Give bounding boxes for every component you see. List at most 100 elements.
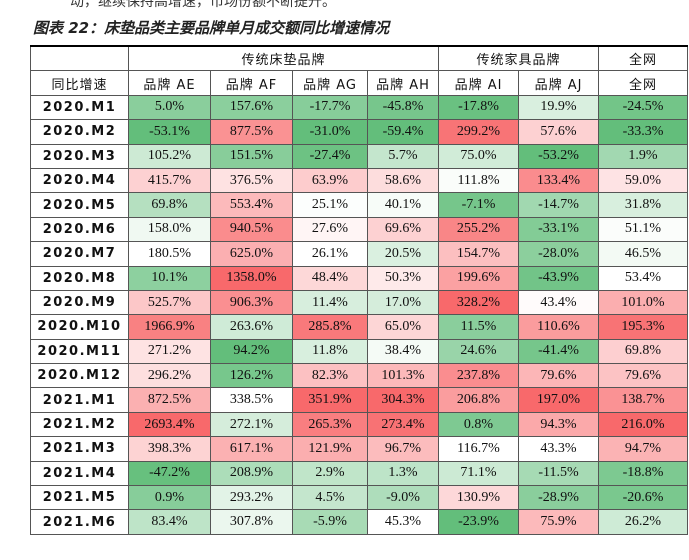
value-cell: -5.9% <box>292 509 368 535</box>
value-cell: 158.0% <box>128 216 211 243</box>
value-cell: 940.5% <box>210 216 293 243</box>
value-cell: 906.3% <box>210 289 293 316</box>
value-cell: 208.9% <box>210 460 293 487</box>
row-label: 2020.M10 <box>30 314 129 340</box>
value-cell: 877.5% <box>210 119 293 145</box>
value-cell: -17.8% <box>438 94 519 121</box>
value-cell: 17.0% <box>367 289 439 316</box>
value-cell: 69.6% <box>367 216 439 243</box>
value-cell: 51.1% <box>598 216 688 243</box>
value-cell: 525.7% <box>128 289 211 316</box>
value-cell: 138.7% <box>598 387 688 413</box>
data-row: 2020.M7 180.5% 625.0% 26.1% 20.5% 154.7% -28.0… <box>30 241 688 267</box>
value-cell: 27.6% <box>292 216 368 243</box>
value-cell: 46.5% <box>598 241 688 267</box>
value-cell: 20.5% <box>367 241 439 267</box>
value-cell: 94.7% <box>598 436 688 462</box>
value-cell: -14.7% <box>518 192 599 218</box>
value-cell: 31.8% <box>598 192 688 218</box>
value-cell: 180.5% <box>128 241 211 267</box>
value-cell: 255.2% <box>438 216 519 243</box>
row-label: 2020.M11 <box>30 338 129 365</box>
value-cell: 293.2% <box>210 485 293 511</box>
value-cell: 154.7% <box>438 241 519 267</box>
value-cell: 19.9% <box>518 94 599 121</box>
value-cell: 10.1% <box>128 265 211 291</box>
row-label: 2021.M6 <box>30 509 129 535</box>
value-cell: 151.5% <box>210 143 293 169</box>
value-cell: 83.4% <box>128 509 211 535</box>
value-cell: 58.6% <box>367 167 439 194</box>
value-cell: 48.4% <box>292 265 368 291</box>
row-label: 2021.M5 <box>30 485 129 511</box>
row-label: 2020.M8 <box>30 265 129 291</box>
value-cell: 273.4% <box>367 411 439 438</box>
group-header: 全网 <box>598 45 688 72</box>
value-cell: 79.6% <box>518 363 599 389</box>
value-cell: 71.1% <box>438 460 519 487</box>
value-cell: 5.7% <box>367 143 439 169</box>
value-cell: 101.3% <box>367 363 439 389</box>
value-cell: 63.9% <box>292 167 368 194</box>
data-row: 2020.M4 415.7% 376.5% 63.9% 58.6% 111.8% 133.4… <box>30 167 688 194</box>
value-cell: -59.4% <box>367 119 439 145</box>
value-cell: 415.7% <box>128 167 211 194</box>
row-label: 2020.M2 <box>30 119 129 145</box>
data-row: 2021.M4 -47.2% 208.9% 2.9% 1.3% 71.1% -11.5% -1… <box>30 460 688 487</box>
column-header: 品牌 AJ <box>518 70 599 96</box>
data-row: 2020.M12 296.2% 126.2% 82.3% 101.3% 237.8% 79.… <box>30 363 688 389</box>
column-header: 品牌 AH <box>367 70 439 96</box>
value-cell: 130.9% <box>438 485 519 511</box>
value-cell: 38.4% <box>367 338 439 365</box>
row-label: 2021.M3 <box>30 436 129 462</box>
table-title: 图表 22：床垫品类主要品牌单月成交额同比增速情况 <box>33 19 390 37</box>
row-label: 2020.M12 <box>30 363 129 389</box>
value-cell: 40.1% <box>367 192 439 218</box>
row-label: 2020.M7 <box>30 241 129 267</box>
data-row: 2021.M2 2693.4% 272.1% 265.3% 273.4% 0.8% 94.3… <box>30 411 688 438</box>
value-cell: 4.5% <box>292 485 368 511</box>
value-cell: 25.1% <box>292 192 368 218</box>
row-label: 2020.M9 <box>30 289 129 316</box>
value-cell: -24.5% <box>598 94 688 121</box>
row-label: 2021.M1 <box>30 387 129 413</box>
value-cell: 75.0% <box>438 143 519 169</box>
value-cell: -18.8% <box>598 460 688 487</box>
row-label: 2020.M1 <box>30 94 129 121</box>
data-row: 2020.M10 1966.9% 263.6% 285.8% 65.0% 11.5% 110… <box>30 314 688 340</box>
value-cell: 11.8% <box>292 338 368 365</box>
value-cell: 110.6% <box>518 314 599 340</box>
value-cell: 45.3% <box>367 509 439 535</box>
value-cell: 617.1% <box>210 436 293 462</box>
value-cell: 206.8% <box>438 387 519 413</box>
value-cell: 272.1% <box>210 411 293 438</box>
value-cell: -11.5% <box>518 460 599 487</box>
value-cell: 199.6% <box>438 265 519 291</box>
value-cell: 338.5% <box>210 387 293 413</box>
value-cell: 75.9% <box>518 509 599 535</box>
row-label: 2021.M4 <box>30 460 129 487</box>
data-row: 2020.M1 5.0% 157.6% -17.7% -45.8% -17.8% 19.9%… <box>30 94 688 121</box>
value-cell: 96.7% <box>367 436 439 462</box>
value-cell: 43.4% <box>518 289 599 316</box>
value-cell: 299.2% <box>438 119 519 145</box>
value-cell: 24.6% <box>438 338 519 365</box>
column-header: 品牌 AE <box>128 70 211 96</box>
data-row: 2021.M1 872.5% 338.5% 351.9% 304.3% 206.8% 197… <box>30 387 688 413</box>
table: 传统床垫品牌 传统家具品牌 全网 同比增速 品牌 AE 品牌 AF 品牌 AG 品牌 AH 品牌… <box>30 45 688 535</box>
data-row: 2020.M3 105.2% 151.5% -27.4% 5.7% 75.0% -53.2%… <box>30 143 688 169</box>
value-cell: 2.9% <box>292 460 368 487</box>
row-label: 2020.M6 <box>30 216 129 243</box>
value-cell: 1966.9% <box>128 314 211 340</box>
value-cell: -17.7% <box>292 94 368 121</box>
data-row: 2020.M9 525.7% 906.3% 11.4% 17.0% 328.2% 43.4%… <box>30 289 688 316</box>
cropped-text: 动，继续保持高增速，市场份额不断提升。 <box>70 0 336 10</box>
value-cell: 237.8% <box>438 363 519 389</box>
value-cell: 376.5% <box>210 167 293 194</box>
value-cell: 625.0% <box>210 241 293 267</box>
value-cell: 79.6% <box>598 363 688 389</box>
value-cell: 157.6% <box>210 94 293 121</box>
data-row: 2020.M6 158.0% 940.5% 27.6% 69.6% 255.2% -33.1… <box>30 216 688 243</box>
value-cell: 65.0% <box>367 314 439 340</box>
value-cell: -41.4% <box>518 338 599 365</box>
